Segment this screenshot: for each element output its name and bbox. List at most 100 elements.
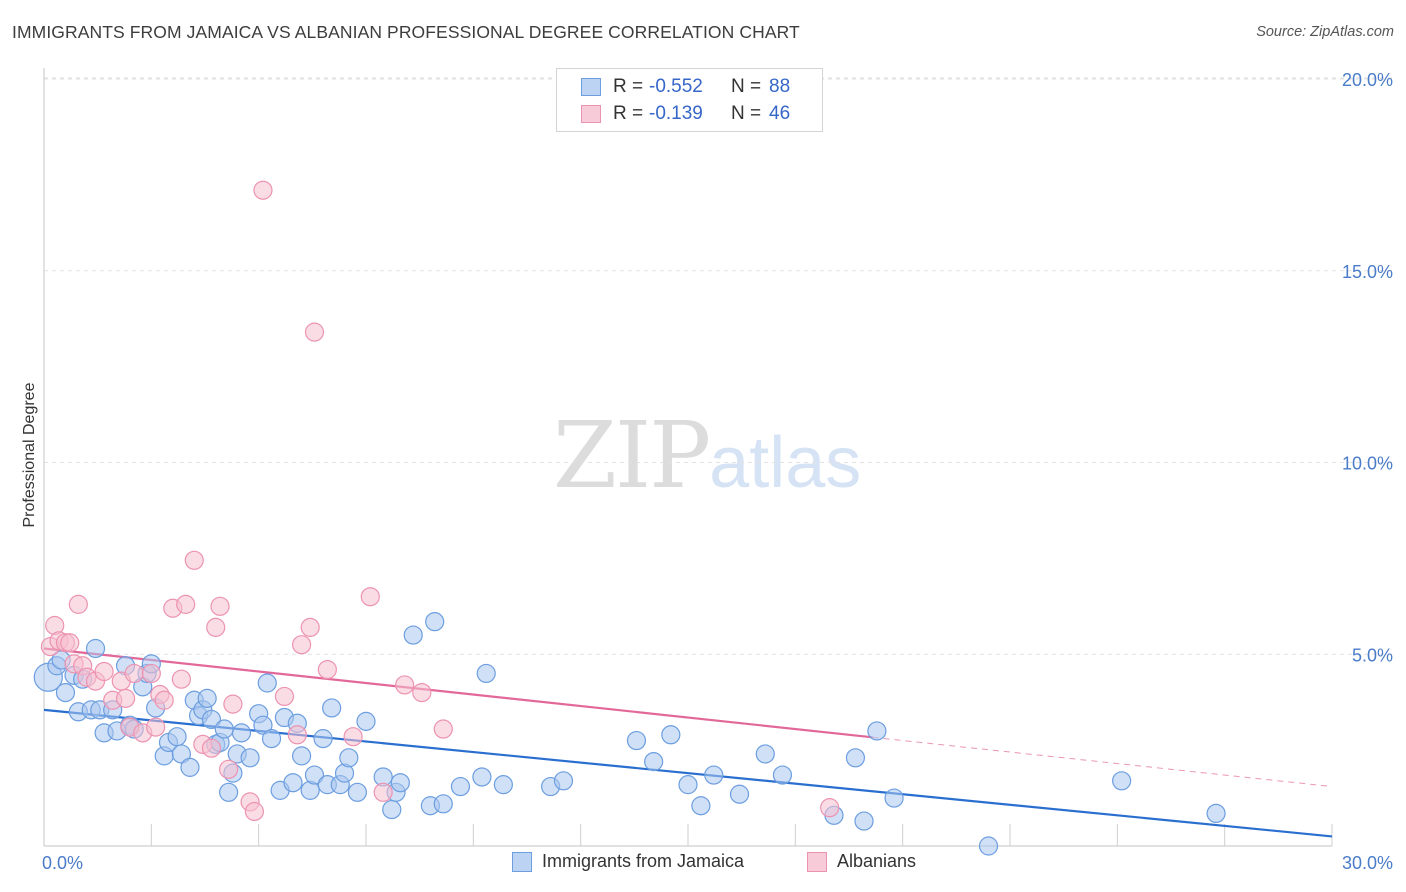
y-tick-label: 20.0%: [1342, 70, 1393, 90]
data-point: [313, 729, 333, 749]
data-point: [553, 771, 574, 791]
stats-legend-row-jamaica: R = -0.552 N = 88: [581, 75, 790, 99]
data-point: [219, 759, 239, 779]
data-points: [33, 180, 1226, 856]
stats-legend: R = -0.552 N = 88 R = -0.139 N = 46: [556, 68, 823, 132]
data-point: [412, 682, 432, 703]
data-point: [322, 698, 342, 718]
data-point: [382, 799, 402, 820]
data-point: [845, 748, 866, 768]
x-tick-label: 0.0%: [42, 853, 83, 873]
data-point: [206, 617, 226, 638]
data-point: [231, 723, 252, 743]
y-tick-label: 15.0%: [1342, 262, 1393, 282]
watermark: ZIPatlas: [553, 402, 861, 509]
series-legend: Immigrants from Jamaica Albanians: [0, 851, 1406, 879]
data-point: [472, 767, 492, 787]
data-point: [146, 717, 166, 737]
r-label: R =: [613, 103, 644, 124]
legend-label-albanians: Albanians: [837, 851, 917, 871]
data-point: [347, 782, 368, 802]
jamaica-swatch: [581, 78, 601, 96]
data-point: [257, 673, 277, 693]
chart-title: IMMIGRANTS FROM JAMAICA VS ALBANIAN PROF…: [12, 22, 800, 42]
trend-line: [43, 647, 873, 739]
data-point: [884, 788, 904, 808]
data-point: [476, 663, 496, 684]
y-tick-label: 10.0%: [1342, 454, 1393, 474]
data-point: [171, 744, 191, 764]
data-point: [167, 727, 187, 747]
legend-label-jamaica: Immigrants from Jamaica: [542, 851, 745, 871]
data-point: [360, 587, 380, 607]
data-point: [729, 784, 750, 804]
data-point: [292, 746, 312, 766]
trend-lines: [43, 647, 1333, 838]
data-point: [240, 748, 260, 768]
data-point: [68, 594, 88, 614]
data-point: [171, 669, 191, 689]
legend-item-albanians: Albanians: [807, 851, 916, 872]
data-point: [94, 661, 114, 682]
jamaica-legend-swatch: [512, 851, 532, 872]
tick-labels: 5.0% 10.0% 15.0% 20.0% 0.0% 30.0%: [42, 70, 1393, 873]
data-point: [85, 638, 106, 659]
data-point: [197, 688, 217, 708]
data-point: [201, 738, 222, 758]
n-label: N =: [731, 76, 762, 97]
data-point: [1112, 771, 1132, 791]
axes: [43, 68, 1333, 847]
data-point: [626, 730, 647, 751]
data-point: [304, 322, 325, 342]
data-point: [124, 663, 144, 684]
data-point: [755, 744, 775, 764]
data-point: [493, 775, 513, 795]
data-point: [373, 782, 393, 802]
data-point: [978, 836, 999, 856]
r-value: -0.552: [649, 76, 703, 97]
data-point: [820, 798, 840, 818]
legend-item-jamaica: Immigrants from Jamaica: [512, 851, 744, 872]
data-point: [403, 625, 423, 645]
data-point: [450, 776, 471, 797]
albanians-legend-swatch: [807, 851, 827, 872]
data-point: [219, 782, 239, 802]
r-label: R =: [613, 76, 644, 97]
data-point: [300, 617, 320, 638]
data-point: [339, 748, 359, 768]
data-point: [287, 725, 307, 745]
data-point: [274, 686, 295, 707]
trend-line-extension: [872, 736, 1333, 788]
data-point: [180, 757, 200, 777]
data-point: [433, 719, 453, 739]
data-point: [201, 709, 222, 730]
data-point: [317, 659, 337, 680]
data-point: [55, 682, 76, 703]
data-point: [425, 612, 445, 632]
n-label: N =: [731, 103, 762, 124]
albanians-swatch: [581, 105, 601, 123]
r-value: -0.139: [649, 103, 703, 124]
data-point: [1206, 803, 1226, 824]
data-point: [661, 725, 681, 745]
data-point: [176, 594, 196, 614]
grid-lines: [44, 77, 1392, 655]
data-point: [644, 752, 664, 772]
data-point: [390, 773, 410, 793]
data-point: [154, 690, 174, 710]
data-point: [253, 180, 273, 200]
y-tick-label: 5.0%: [1352, 645, 1393, 665]
data-point: [253, 715, 273, 735]
data-point: [210, 596, 230, 616]
data-point: [304, 765, 325, 785]
data-point: [141, 663, 161, 684]
watermark-zip: ZIP: [553, 402, 711, 509]
data-point: [184, 550, 204, 570]
data-point: [356, 711, 376, 731]
data-point: [223, 694, 243, 714]
data-point: [292, 635, 312, 655]
data-point: [772, 765, 793, 785]
data-point: [115, 688, 136, 708]
x-tick-label: 30.0%: [1342, 853, 1393, 873]
